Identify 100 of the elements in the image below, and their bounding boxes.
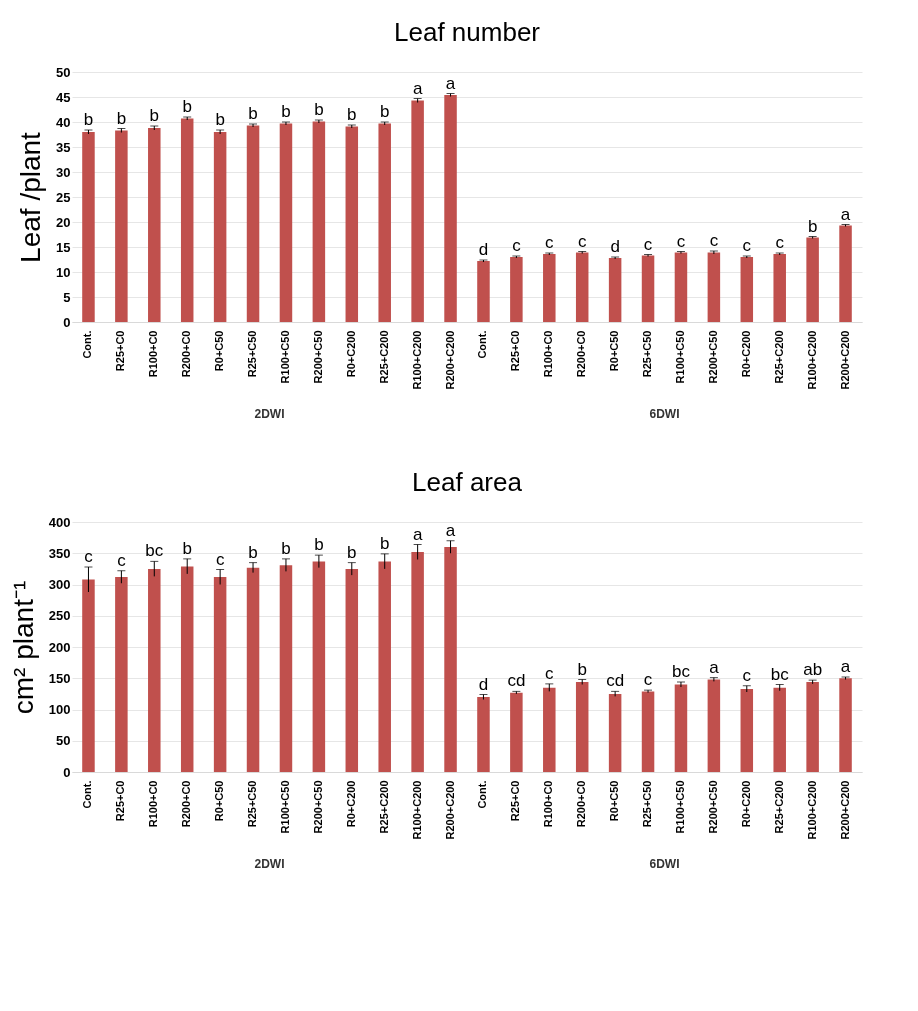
data-label: a	[445, 520, 456, 540]
bar	[806, 237, 819, 322]
bar	[707, 679, 721, 772]
data-label: c	[84, 547, 94, 566]
y-tick-label: 0	[63, 764, 71, 780]
y-tick-label: 5	[63, 289, 71, 305]
data-label: b	[182, 538, 192, 558]
x-tick-label: R25+C200	[377, 780, 390, 834]
data-label: a	[445, 73, 456, 93]
data-label: c	[709, 231, 719, 250]
y-tick-label: 20	[56, 214, 71, 230]
x-tick-label: R200+C50	[311, 330, 324, 384]
x-tick-label: R100+C0	[542, 780, 555, 828]
data-label: b	[182, 97, 192, 116]
x-tick-label: R200+C0	[575, 780, 588, 828]
data-label: cd	[507, 671, 526, 691]
data-label: b	[248, 104, 258, 123]
bar	[477, 261, 490, 322]
data-label: c	[676, 231, 686, 251]
data-label: c	[215, 549, 225, 569]
bar	[839, 678, 852, 772]
data-label: b	[281, 538, 291, 558]
data-label: b	[248, 542, 258, 562]
x-tick-label: R100+C50	[673, 330, 686, 384]
x-tick-label: R200+C50	[706, 330, 719, 384]
bar	[641, 691, 655, 772]
data-label: c	[742, 665, 752, 685]
bar	[575, 682, 589, 772]
bar	[378, 123, 391, 322]
data-label: c	[643, 234, 653, 254]
x-tick-label: R0+C50	[608, 780, 621, 822]
data-label: c	[545, 663, 555, 683]
y-tick-label: 50	[56, 733, 71, 749]
chart-title: Leaf area	[412, 467, 523, 497]
x-tick-label: R25+C200	[772, 780, 785, 834]
x-tick-label: R200+C0	[575, 330, 588, 378]
y-axis-title: cm² plant⁻¹	[7, 580, 39, 715]
bar	[411, 552, 424, 772]
data-label: d	[610, 237, 620, 256]
y-tick-label: 45	[56, 89, 71, 105]
y-tick-label: 50	[56, 64, 71, 80]
y-tick-label: 25	[56, 189, 71, 205]
data-label: b	[347, 542, 357, 562]
x-tick-label: R100+C0	[542, 330, 555, 378]
data-label: c	[643, 670, 653, 690]
x-tick-label: R0+C200	[739, 330, 752, 378]
x-tick-label: R0+C50	[213, 330, 226, 372]
bar	[773, 254, 786, 322]
x-tick-label: R100+C200	[410, 330, 423, 390]
x-tick-label: R100+C50	[278, 330, 291, 384]
bar	[510, 257, 523, 322]
y-tick-label: 200	[48, 639, 71, 655]
bar	[575, 252, 589, 322]
x-tick-label: R25+C200	[377, 330, 390, 384]
x-tick-label: R0+C50	[608, 330, 621, 372]
data-label: a	[412, 78, 423, 98]
data-label: b	[347, 105, 357, 124]
x-tick-label: R100+C200	[805, 780, 818, 840]
y-tick-label: 30	[56, 164, 71, 180]
y-tick-label: 300	[48, 577, 71, 592]
y-tick-label: 350	[48, 545, 71, 561]
data-label: c	[742, 236, 752, 255]
x-tick-label: R0+C200	[739, 780, 752, 828]
bar	[477, 697, 490, 772]
x-tick-label: R200+C200	[838, 780, 851, 840]
bar	[707, 252, 721, 322]
data-label: b	[577, 659, 587, 679]
data-label: c	[512, 236, 522, 255]
data-label: c	[577, 231, 587, 251]
bar	[312, 121, 326, 322]
bar	[148, 568, 161, 772]
x-tick-label: R100+C0	[147, 780, 160, 828]
bar	[411, 100, 424, 322]
x-tick-label: R25+C0	[114, 780, 127, 822]
bar	[510, 692, 523, 772]
bar	[543, 254, 556, 322]
x-tick-label: R100+C50	[673, 780, 686, 834]
bar	[246, 125, 260, 322]
data-label: bc	[770, 664, 790, 684]
x-tick-label: R100+C50	[278, 780, 291, 834]
text: 6DWI	[649, 857, 680, 871]
data-label: d	[478, 674, 489, 694]
chart-title: Leaf number	[394, 17, 541, 47]
x-tick-label: R200+C200	[838, 330, 851, 390]
x-tick-label: R25+C50	[641, 330, 654, 378]
text: 2DWI	[254, 857, 285, 871]
x-tick-label: R100+C0	[147, 330, 160, 378]
x-tick-label: R25+C0	[509, 330, 522, 372]
x-tick-label: R200+C50	[311, 780, 324, 834]
x-tick-label: Cont.	[476, 330, 489, 359]
y-tick-label: 100	[48, 702, 71, 717]
bar	[115, 130, 128, 322]
data-label: c	[545, 233, 555, 252]
bar	[641, 255, 655, 322]
data-label: b	[215, 110, 225, 129]
bar	[608, 258, 622, 322]
bar	[674, 252, 688, 322]
y-tick-label: 0	[63, 314, 71, 330]
x-tick-label: R100+C200	[410, 780, 423, 840]
bar	[180, 118, 194, 322]
